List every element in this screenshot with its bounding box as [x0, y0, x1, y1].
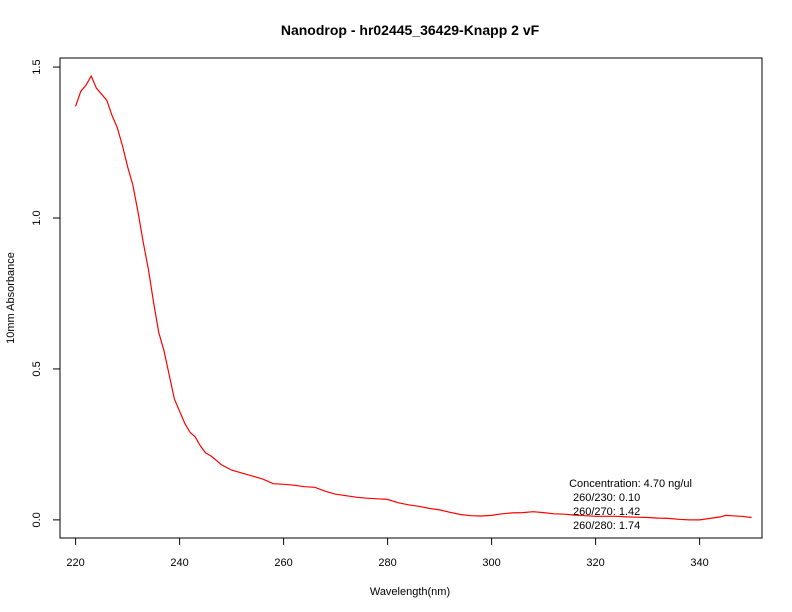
x-tick-label: 320	[586, 557, 604, 569]
x-tick-label: 300	[482, 557, 500, 569]
y-tick-label: 1.0	[31, 210, 43, 225]
y-axis: 0.0 0.5 1.0 1.5	[31, 59, 61, 528]
x-tick-label: 280	[378, 557, 396, 569]
x-tick-label: 240	[170, 557, 188, 569]
x-tick-label: 340	[690, 557, 708, 569]
annotation-block: Concentration: 4.70 ng/ul 260/230: 0.10 26…	[569, 478, 692, 532]
y-tick-label: 0.5	[31, 361, 43, 376]
plot-frame	[59, 57, 763, 539]
x-tick-label: 220	[66, 557, 84, 569]
x-axis-label: Wavelength(nm)	[370, 586, 450, 598]
y-tick-label: 0.0	[31, 512, 43, 527]
x-tick-label: 260	[274, 557, 292, 569]
y-axis-label: 10mm Absorbance	[5, 252, 17, 344]
x-axis: 220 240 260 280 300 320 340	[66, 537, 709, 569]
y-tick-label: 1.5	[31, 59, 43, 74]
annotation-line: 260/270: 1.42	[573, 506, 640, 518]
absorbance-line	[75, 74, 752, 521]
annotation-line: 260/280: 1.74	[573, 520, 640, 532]
annotation-line: Concentration: 4.70 ng/ul	[569, 478, 692, 490]
annotation-line: 260/230: 0.10	[573, 492, 640, 504]
chart-title: Nanodrop - hr02445_36429-Knapp 2 vF	[281, 22, 540, 38]
